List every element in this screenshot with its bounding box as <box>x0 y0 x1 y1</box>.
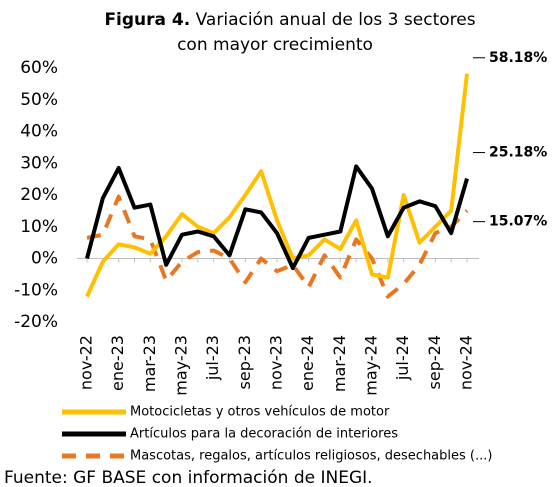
series-line <box>85 73 469 298</box>
x-tick-label: sep-24 <box>425 335 444 389</box>
y-tick-label: -20% <box>14 312 58 332</box>
chart-title-line: con mayor crecimiento <box>177 35 373 55</box>
y-tick-label: -10% <box>14 280 58 300</box>
end-label: 15.07% <box>489 214 547 230</box>
x-tick-label: jul-24 <box>393 335 412 381</box>
x-tick-label: nov-23 <box>267 335 286 390</box>
legend-label: Motocicletas y otros vehículos de motor <box>130 405 390 420</box>
y-tick-label: 50% <box>20 90 58 110</box>
x-tick-label: nov-22 <box>77 335 96 390</box>
x-tick-label: may-23 <box>172 335 191 396</box>
series-line <box>85 164 469 271</box>
y-tick-label: 60% <box>20 58 58 78</box>
y-tick-label: 10% <box>20 217 58 237</box>
y-tick-label: 40% <box>20 122 58 142</box>
source: Fuente: GF BASE con información de INEGI… <box>4 468 373 487</box>
x-tick-label: mar-23 <box>140 335 159 392</box>
legend-label: Artículos para la decoración de interior… <box>130 427 398 442</box>
end-label: 58.18% <box>489 50 547 66</box>
series-line <box>86 194 469 299</box>
x-tick-label: sep-23 <box>235 335 254 389</box>
x-tick-label: may-24 <box>362 335 381 396</box>
title-text: Variación anual de los 3 sectores <box>196 10 476 30</box>
chart-title-line: Figura 4. Variación anual de los 3 secto… <box>104 10 475 30</box>
legend-label: Mascotas, regalos, artículos religiosos,… <box>130 449 492 464</box>
y-tick-label: 20% <box>20 185 58 205</box>
y-tick-label: 0% <box>31 249 58 269</box>
end-label: 25.18% <box>489 145 547 161</box>
x-tick-label: ene-24 <box>298 335 317 391</box>
y-tick-label: 30% <box>20 153 58 173</box>
x-tick-label: jul-23 <box>203 335 222 381</box>
title-prefix: Figura 4. <box>104 10 190 30</box>
x-tick-label: ene-23 <box>108 335 127 391</box>
x-tick-label: mar-24 <box>330 335 349 392</box>
x-tick-label: nov-24 <box>457 335 476 390</box>
